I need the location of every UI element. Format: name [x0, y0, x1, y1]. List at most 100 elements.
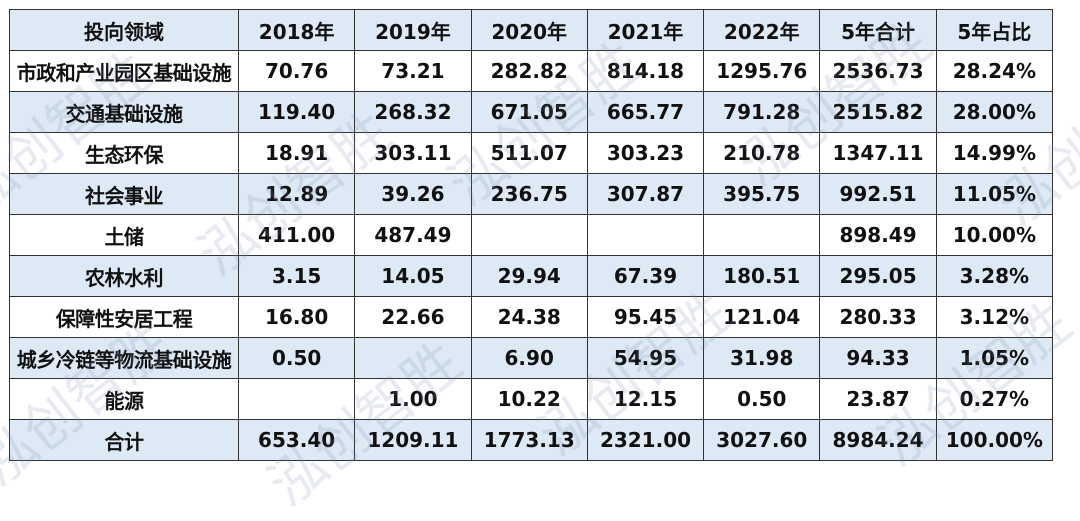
investment-table: 投向领域 2018年 2019年 2020年 2021年 2022年 5年合计 5年占比 市政…: [9, 9, 1054, 461]
column-header: 5年合计: [819, 9, 937, 51]
table-cell: 14.05: [354, 255, 472, 297]
table-cell: 2321.00: [586, 419, 705, 461]
table-cell: 8984.24: [819, 419, 937, 461]
table-cell: 2515.82: [819, 91, 937, 133]
table-cell: 18.91: [237, 132, 356, 174]
table-row: 生态环保 18.91 303.11 511.07 303.23 210.78 1347.11…: [9, 132, 1054, 174]
table-cell: 236.75: [470, 173, 588, 215]
table-cell: 119.40: [237, 91, 356, 133]
table-cell: 653.40: [237, 419, 356, 461]
table-cell: 12.15: [586, 378, 705, 420]
table-cell: 665.77: [586, 91, 705, 133]
table-cell: 94.33: [819, 337, 937, 379]
column-header: 2020年: [470, 9, 588, 51]
row-label: 市政和产业园区基础设施: [9, 50, 239, 92]
table-cell: 10.00%: [935, 214, 1054, 256]
table-cell: 3027.60: [703, 419, 821, 461]
table-cell: 12.89: [237, 173, 356, 215]
row-label: 土储: [9, 214, 239, 256]
table-row: 保障性安居工程 16.80 22.66 24.38 95.45 121.04 280.33 3…: [9, 296, 1054, 338]
table-cell: 280.33: [819, 296, 937, 338]
row-label: 合计: [9, 419, 239, 461]
table-row: 社会事业 12.89 39.26 236.75 307.87 395.75 992.51 11…: [9, 173, 1054, 215]
table-cell: 2536.73: [819, 50, 937, 92]
table-row: 农林水利 3.15 14.05 29.94 67.39 180.51 295.05 3.28%: [9, 255, 1054, 297]
total-row: 合计 653.40 1209.11 1773.13 2321.00 3027.60 8984…: [9, 419, 1054, 461]
table-cell: 814.18: [586, 50, 705, 92]
column-header: 5年占比: [935, 9, 1054, 51]
table-cell: 210.78: [703, 132, 821, 174]
row-label: 保障性安居工程: [9, 296, 239, 338]
table-cell: 0.50: [237, 337, 356, 379]
table-cell: 24.38: [470, 296, 588, 338]
column-header: 投向领域: [9, 9, 239, 51]
table-row: 城乡冷链等物流基础设施 0.50 6.90 54.95 31.98 94.33 1.05%: [9, 337, 1054, 379]
table-cell: [354, 337, 472, 379]
table-cell: 411.00: [237, 214, 356, 256]
column-header: 2018年: [237, 9, 356, 51]
table-cell: 898.49: [819, 214, 937, 256]
row-label: 交通基础设施: [9, 91, 239, 133]
table-cell: 992.51: [819, 173, 937, 215]
table-cell: 3.12%: [935, 296, 1054, 338]
table-cell: 1347.11: [819, 132, 937, 174]
table-cell: 11.05%: [935, 173, 1054, 215]
table-cell: 671.05: [470, 91, 588, 133]
table-cell: 3.15: [237, 255, 356, 297]
table-cell: 28.24%: [935, 50, 1054, 92]
table-cell: 54.95: [586, 337, 705, 379]
table-cell: 282.82: [470, 50, 588, 92]
table-cell: 303.23: [586, 132, 705, 174]
table-cell: 121.04: [703, 296, 821, 338]
table-row: 交通基础设施 119.40 268.32 671.05 665.77 791.28 2515…: [9, 91, 1054, 133]
table-cell: 70.76: [237, 50, 356, 92]
table-cell: 28.00%: [935, 91, 1054, 133]
table-cell: 0.27%: [935, 378, 1054, 420]
table-cell: 395.75: [703, 173, 821, 215]
table-cell: 23.87: [819, 378, 937, 420]
table-cell: 22.66: [354, 296, 472, 338]
table-cell: 95.45: [586, 296, 705, 338]
table-row: 土储 411.00 487.49 898.49 10.00%: [9, 214, 1054, 256]
column-header: 2021年: [586, 9, 705, 51]
table-cell: 16.80: [237, 296, 356, 338]
table-cell: 67.39: [586, 255, 705, 297]
table-cell: 791.28: [703, 91, 821, 133]
table-row: 市政和产业园区基础设施 70.76 73.21 282.82 814.18 1295.76…: [9, 50, 1054, 92]
table-cell: 73.21: [354, 50, 472, 92]
table-cell: 307.87: [586, 173, 705, 215]
column-header: 2019年: [354, 9, 472, 51]
table-cell: 303.11: [354, 132, 472, 174]
table-cell: 6.90: [470, 337, 588, 379]
table-cell: 180.51: [703, 255, 821, 297]
row-label: 城乡冷链等物流基础设施: [9, 337, 239, 379]
row-label: 社会事业: [9, 173, 239, 215]
table-cell: 487.49: [354, 214, 472, 256]
table-cell: 39.26: [354, 173, 472, 215]
table-cell: [703, 214, 821, 256]
table-cell: 268.32: [354, 91, 472, 133]
table-cell: 1295.76: [703, 50, 821, 92]
table-cell: 1209.11: [354, 419, 472, 461]
row-label: 能源: [9, 378, 239, 420]
table-cell: 100.00%: [935, 419, 1054, 461]
table-cell: 14.99%: [935, 132, 1054, 174]
table-cell: 1.00: [354, 378, 472, 420]
column-header: 2022年: [703, 9, 821, 51]
table-cell: 1.05%: [935, 337, 1054, 379]
table-cell: [586, 214, 705, 256]
table-cell: 511.07: [470, 132, 588, 174]
table-row: 能源 1.00 10.22 12.15 0.50 23.87 0.27%: [9, 378, 1054, 420]
table-cell: 29.94: [470, 255, 588, 297]
header-row: 投向领域 2018年 2019年 2020年 2021年 2022年 5年合计 5年占比: [9, 9, 1054, 51]
row-label: 生态环保: [9, 132, 239, 174]
table-cell: 10.22: [470, 378, 588, 420]
table-cell: [470, 214, 588, 256]
table-cell: 0.50: [703, 378, 821, 420]
table-cell: 31.98: [703, 337, 821, 379]
table-cell: [237, 378, 356, 420]
table-cell: 1773.13: [470, 419, 588, 461]
row-label: 农林水利: [9, 255, 239, 297]
table-cell: 3.28%: [935, 255, 1054, 297]
table-cell: 295.05: [819, 255, 937, 297]
